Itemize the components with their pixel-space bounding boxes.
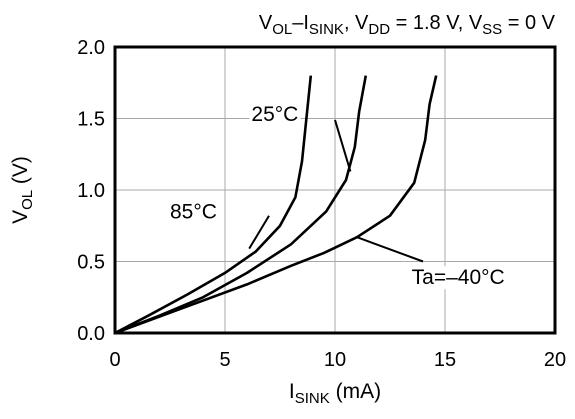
plot-frame [113, 45, 557, 335]
subscript: OL [19, 190, 36, 210]
text-part: = 0 V [502, 12, 555, 34]
y-tick-label: 1.0 [77, 180, 105, 202]
leader-line-85c [248, 215, 270, 250]
gridlines [115, 47, 555, 333]
subscript: SS [482, 21, 502, 38]
label-background [249, 103, 301, 127]
subscript: SINK [309, 21, 344, 38]
x-tick-label: 10 [324, 349, 346, 371]
series-line-25c [114, 75, 368, 335]
x-tick-label: 20 [544, 349, 566, 371]
text-part: = 1.8 V, V [390, 12, 483, 34]
y-axis-title: VOL (V) [9, 156, 36, 224]
series-label-neg40c: Ta=–40°C [412, 266, 505, 289]
annotation-layer: 85°C 25°C Ta=–40°C [168, 103, 507, 290]
y-tick-label: 2.0 [77, 37, 105, 59]
series-line-85c [114, 75, 313, 335]
x-tick-label: 5 [219, 349, 230, 371]
y-tick-label: 1.5 [77, 109, 105, 131]
chart-title: VOL–ISINK, VDD = 1.8 V, VSS = 0 V [259, 12, 556, 38]
y-tick-label: 0.0 [77, 323, 105, 345]
leader-line-25c [334, 119, 352, 172]
series-label-85c: 85°C [170, 200, 217, 223]
text-part: (V) [9, 156, 32, 190]
series-label-25c: 25°C [251, 103, 298, 126]
subscript: DD [368, 21, 390, 38]
text-part: V [259, 12, 273, 34]
text-part: (mA) [330, 380, 381, 403]
text-part: V [9, 210, 32, 224]
tick-labels: 0 5 10 15 20 0.0 0.5 1.0 1.5 2.0 [77, 37, 566, 371]
text-part: I [289, 380, 295, 403]
x-tick-label: 15 [434, 349, 456, 371]
leader-line-neg40c [356, 236, 424, 263]
text-part: , V [344, 12, 369, 34]
label-background [168, 200, 219, 224]
x-axis-title: ISINK (mA) [289, 380, 381, 407]
x-tick-label: 0 [109, 349, 120, 371]
text-part: –I [292, 12, 309, 34]
subscript: SINK [295, 390, 330, 407]
subscript: OL [272, 21, 292, 38]
y-tick-label: 0.5 [77, 252, 105, 274]
label-background [409, 266, 507, 290]
